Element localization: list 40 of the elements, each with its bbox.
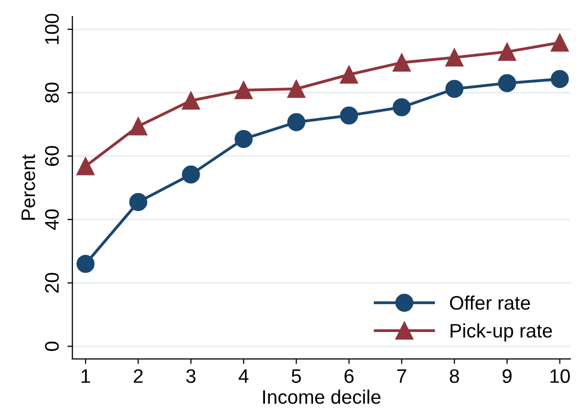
legend-label: Offer rate [450,296,530,310]
point [287,80,306,98]
point [234,81,253,100]
point [129,117,148,136]
x-tick-label: 1 [82,369,90,383]
point [550,34,569,52]
point [340,66,358,84]
x-axis-title: Income decile [263,390,380,404]
x-tick-label: 3 [186,369,196,383]
y-tick-label: 100 [45,14,59,44]
point [234,130,253,148]
point [550,70,569,88]
point [76,254,95,273]
y-axis-title: Percent [22,154,36,220]
x-tick-label: 10 [550,369,570,383]
legend-label: Pick-up rate [450,323,552,342]
point [340,106,358,125]
point [76,157,95,176]
point [129,193,148,212]
point [445,48,464,67]
y-tick-label: 20 [45,272,59,293]
y-tick-label: 80 [45,82,59,103]
y-tick-label: 60 [45,146,59,166]
x-tick-label: 8 [450,369,459,383]
point [445,80,464,98]
point [392,98,411,116]
point [498,74,516,92]
x-tick-label: 4 [238,369,248,383]
point [498,42,516,61]
x-tick-label: 5 [292,369,301,383]
y-tick-label: 0 [45,342,59,351]
x-tick-label: 9 [502,369,512,383]
x-tick-label: 7 [397,369,406,383]
point [182,165,200,184]
point [182,92,200,110]
point [287,113,306,132]
point [392,54,411,72]
x-tick-label: 6 [344,369,354,383]
y-tick-label: 40 [45,209,59,230]
x-tick-label: 2 [134,369,143,383]
